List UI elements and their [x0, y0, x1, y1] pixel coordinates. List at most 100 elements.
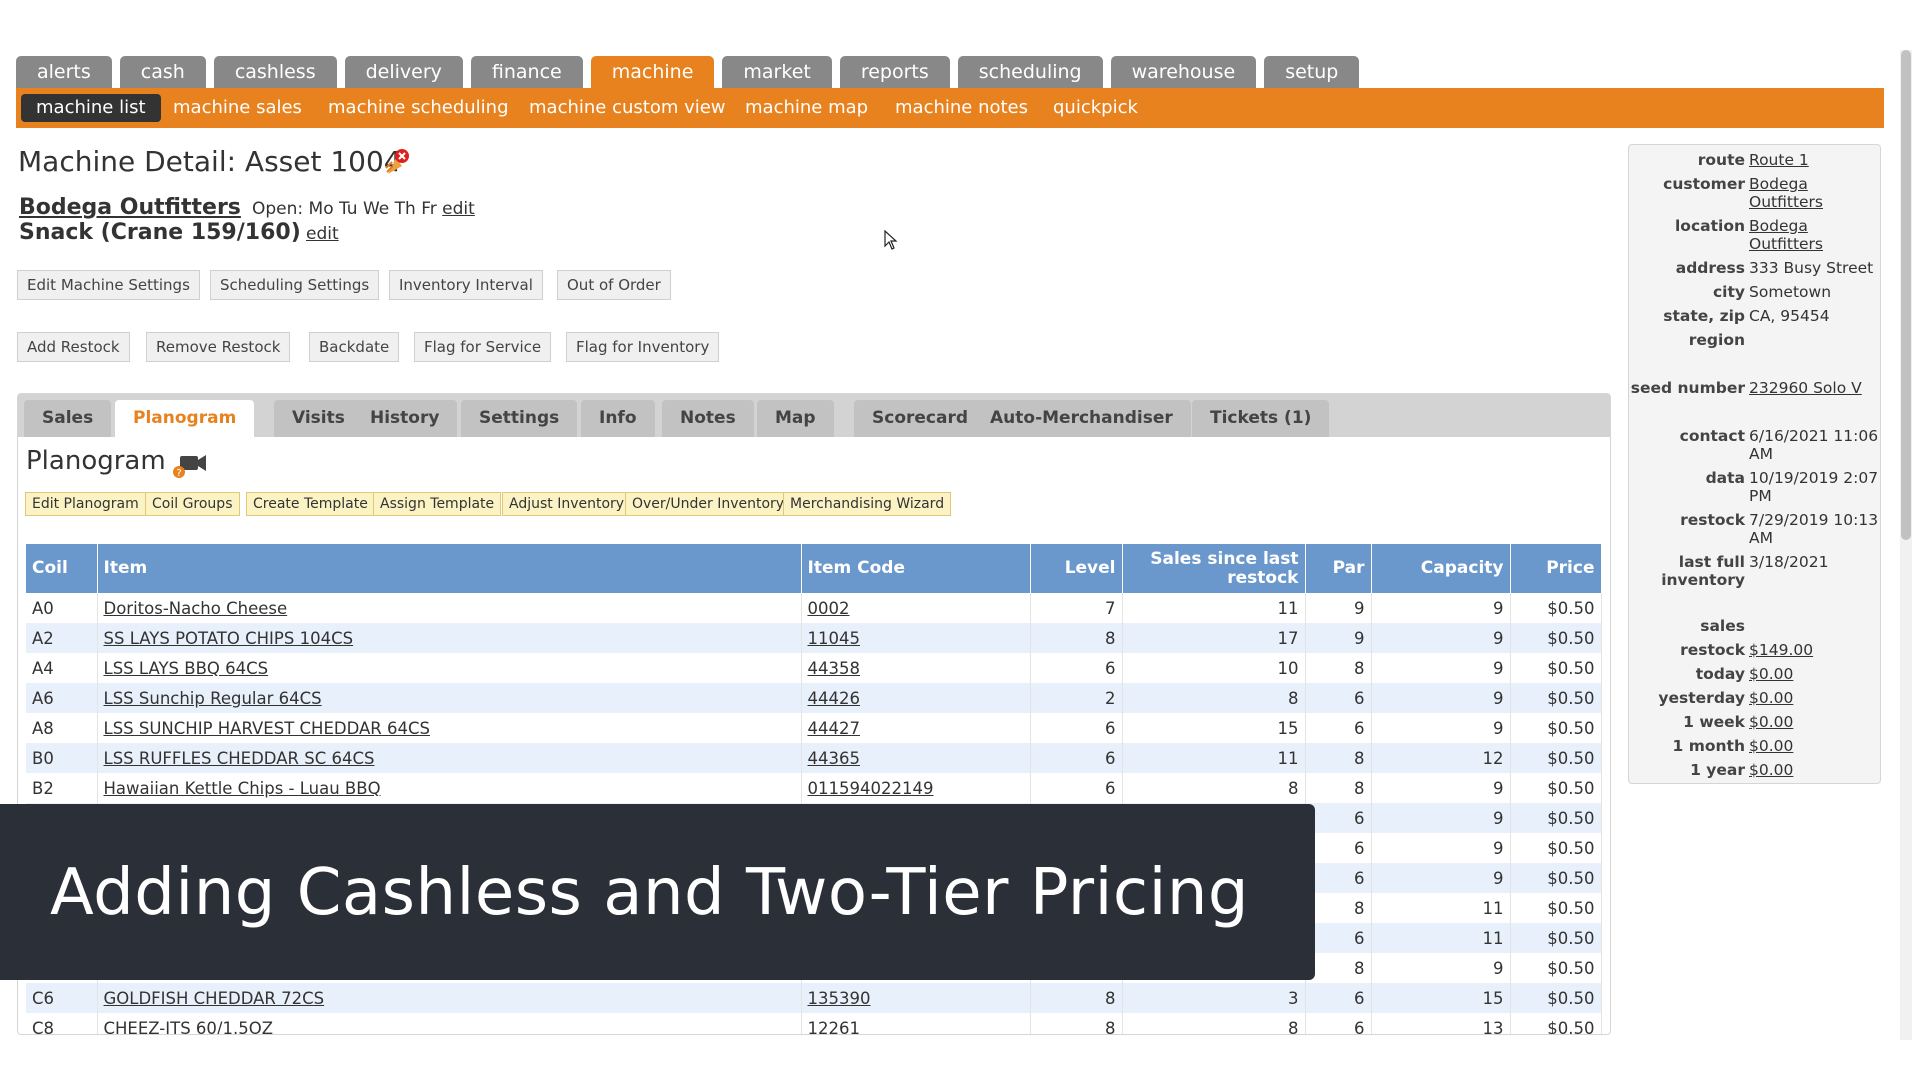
col-par[interactable]: Par — [1305, 544, 1372, 593]
sales-yesterday-link[interactable]: $0.00 — [1749, 689, 1794, 707]
tab-notes[interactable]: Notes — [662, 400, 754, 437]
item-code-link[interactable]: 11045 — [807, 628, 861, 648]
item-code-link[interactable]: 12261 — [807, 1018, 861, 1035]
flag-remove-icon[interactable] — [384, 148, 410, 176]
over-under-inventory-button[interactable]: Over/Under Inventory — [625, 492, 792, 516]
item-code-link[interactable]: 135390 — [807, 988, 871, 1008]
assign-template-button[interactable]: Assign Template — [373, 492, 502, 516]
tab-map[interactable]: Map — [757, 400, 834, 437]
capacity-cell: 9 — [1371, 683, 1511, 713]
tab-reports[interactable]: reports — [839, 56, 950, 88]
sales-restock-link[interactable]: $149.00 — [1749, 641, 1814, 659]
sales-year-link[interactable]: $0.00 — [1749, 761, 1794, 779]
col-level[interactable]: Level — [1030, 544, 1123, 593]
item-link[interactable]: LSS SUNCHIP HARVEST CHEDDAR 64CS — [103, 718, 431, 738]
page-scrollbar[interactable] — [1900, 50, 1912, 1040]
add-restock-button[interactable]: Add Restock — [17, 332, 130, 362]
item-link[interactable]: CHEEZ-ITS 60/1.5OZ — [103, 1018, 274, 1035]
open-days-label: Open: Mo Tu We Th Fr — [252, 199, 437, 219]
item-code-link[interactable]: 44358 — [807, 658, 861, 678]
sales-week-link[interactable]: $0.00 — [1749, 713, 1794, 731]
subnav-machine-notes[interactable]: machine notes — [895, 97, 1029, 118]
backdate-button[interactable]: Backdate — [309, 332, 400, 362]
info-yesterday-label: yesterday — [1658, 689, 1745, 707]
info-region-label: region — [1688, 331, 1745, 349]
scrollbar-thumb[interactable] — [1901, 50, 1911, 540]
flag-for-service-button[interactable]: Flag for Service — [414, 332, 552, 362]
item-code-link[interactable]: 0002 — [807, 598, 850, 618]
sales-today-link[interactable]: $0.00 — [1749, 665, 1794, 683]
route-link[interactable]: Route 1 — [1749, 151, 1809, 169]
par-cell: 6 — [1305, 713, 1372, 743]
tab-scorecard[interactable]: Scorecard — [854, 400, 987, 437]
info-customer-link[interactable]: Bodega Outfitters — [1749, 175, 1824, 211]
col-price[interactable]: Price — [1510, 544, 1602, 593]
item-code-link[interactable]: 011594022149 — [807, 778, 934, 798]
tab-info[interactable]: Info — [581, 400, 655, 437]
video-help-icon[interactable]: ? — [172, 450, 210, 480]
item-link[interactable]: LSS RUFFLES CHEDDAR SC 64CS — [103, 748, 375, 768]
open-days-edit-link[interactable]: edit — [442, 199, 475, 219]
col-item[interactable]: Item — [97, 544, 802, 593]
info-state-zip-value: CA, 95454 — [1749, 307, 1830, 325]
tab-warehouse[interactable]: warehouse — [1110, 56, 1257, 88]
machine-type-edit-link[interactable]: edit — [306, 224, 339, 244]
edit-machine-settings-button[interactable]: Edit Machine Settings — [17, 270, 200, 300]
tab-history[interactable]: History — [352, 400, 458, 437]
subnav-machine-custom-view[interactable]: machine custom view — [529, 97, 726, 118]
remove-restock-button[interactable]: Remove Restock — [146, 332, 291, 362]
item-cell: Doritos-Nacho Cheese — [97, 593, 802, 623]
col-capacity[interactable]: Capacity — [1371, 544, 1511, 593]
subnav-machine-scheduling[interactable]: machine scheduling — [328, 97, 509, 118]
tab-setup[interactable]: setup — [1264, 56, 1360, 88]
tab-planogram[interactable]: Planogram — [115, 400, 255, 437]
item-code-link[interactable]: 44427 — [807, 718, 861, 738]
subnav-machine-map[interactable]: machine map — [745, 97, 869, 118]
capacity-cell: 9 — [1371, 833, 1511, 863]
tab-visits[interactable]: Visits — [274, 400, 363, 437]
flag-for-inventory-button[interactable]: Flag for Inventory — [566, 332, 720, 362]
capacity-cell: 9 — [1371, 773, 1511, 803]
item-link[interactable]: LSS LAYS BBQ 64CS — [103, 658, 269, 678]
out-of-order-button[interactable]: Out of Order — [557, 270, 671, 300]
tab-cashless[interactable]: cashless — [213, 56, 337, 88]
item-link[interactable]: SS LAYS POTATO CHIPS 104CS — [103, 628, 354, 648]
tab-settings[interactable]: Settings — [461, 400, 578, 437]
merchandising-wizard-button[interactable]: Merchandising Wizard — [783, 492, 952, 516]
item-link[interactable]: LSS Sunchip Regular 64CS — [103, 688, 322, 708]
tab-finance[interactable]: finance — [470, 56, 583, 88]
col-item-code[interactable]: Item Code — [801, 544, 1031, 593]
item-code-link[interactable]: 44365 — [807, 748, 861, 768]
info-data-value: 10/19/2019 2:07 PM — [1749, 469, 1879, 505]
tab-auto-merchandiser[interactable]: Auto-Merchandiser — [972, 400, 1191, 437]
subnav-quickpick[interactable]: quickpick — [1053, 97, 1138, 118]
tab-market[interactable]: market — [722, 56, 832, 88]
inventory-interval-button[interactable]: Inventory Interval — [389, 270, 543, 300]
item-link[interactable]: Doritos-Nacho Cheese — [103, 598, 288, 618]
coil-groups-button[interactable]: Coil Groups — [145, 492, 240, 516]
edit-planogram-button[interactable]: Edit Planogram — [25, 492, 146, 516]
subnav-machine-list[interactable]: machine list — [21, 94, 161, 122]
tab-machine[interactable]: machine — [590, 56, 715, 88]
tab-delivery[interactable]: delivery — [344, 56, 463, 88]
info-city-label: city — [1712, 283, 1745, 301]
seed-number-link[interactable]: 232960 Solo V — [1749, 379, 1862, 397]
col-coil[interactable]: Coil — [26, 544, 98, 593]
tab-alerts[interactable]: alerts — [16, 56, 112, 88]
sales-month-link[interactable]: $0.00 — [1749, 737, 1794, 755]
tab-tickets[interactable]: Tickets (1) — [1192, 400, 1330, 437]
adjust-inventory-button[interactable]: Adjust Inventory — [502, 492, 632, 516]
info-location-link[interactable]: Bodega Outfitters — [1749, 217, 1824, 253]
tab-scheduling[interactable]: scheduling — [957, 56, 1103, 88]
subnav-machine-sales[interactable]: machine sales — [173, 97, 302, 118]
col-sales-since-restock[interactable]: Sales since last restock — [1122, 544, 1306, 593]
tab-sales[interactable]: Sales — [24, 400, 112, 437]
create-template-button[interactable]: Create Template — [246, 492, 375, 516]
tab-cash[interactable]: cash — [119, 56, 206, 88]
scheduling-settings-button[interactable]: Scheduling Settings — [210, 270, 380, 300]
customer-link[interactable]: Bodega Outfitters — [19, 195, 241, 220]
item-code-cell: 0002 — [801, 593, 1031, 623]
item-link[interactable]: GOLDFISH CHEDDAR 72CS — [103, 988, 325, 1008]
item-link[interactable]: Hawaiian Kettle Chips - Luau BBQ — [103, 778, 381, 798]
item-code-link[interactable]: 44426 — [807, 688, 861, 708]
